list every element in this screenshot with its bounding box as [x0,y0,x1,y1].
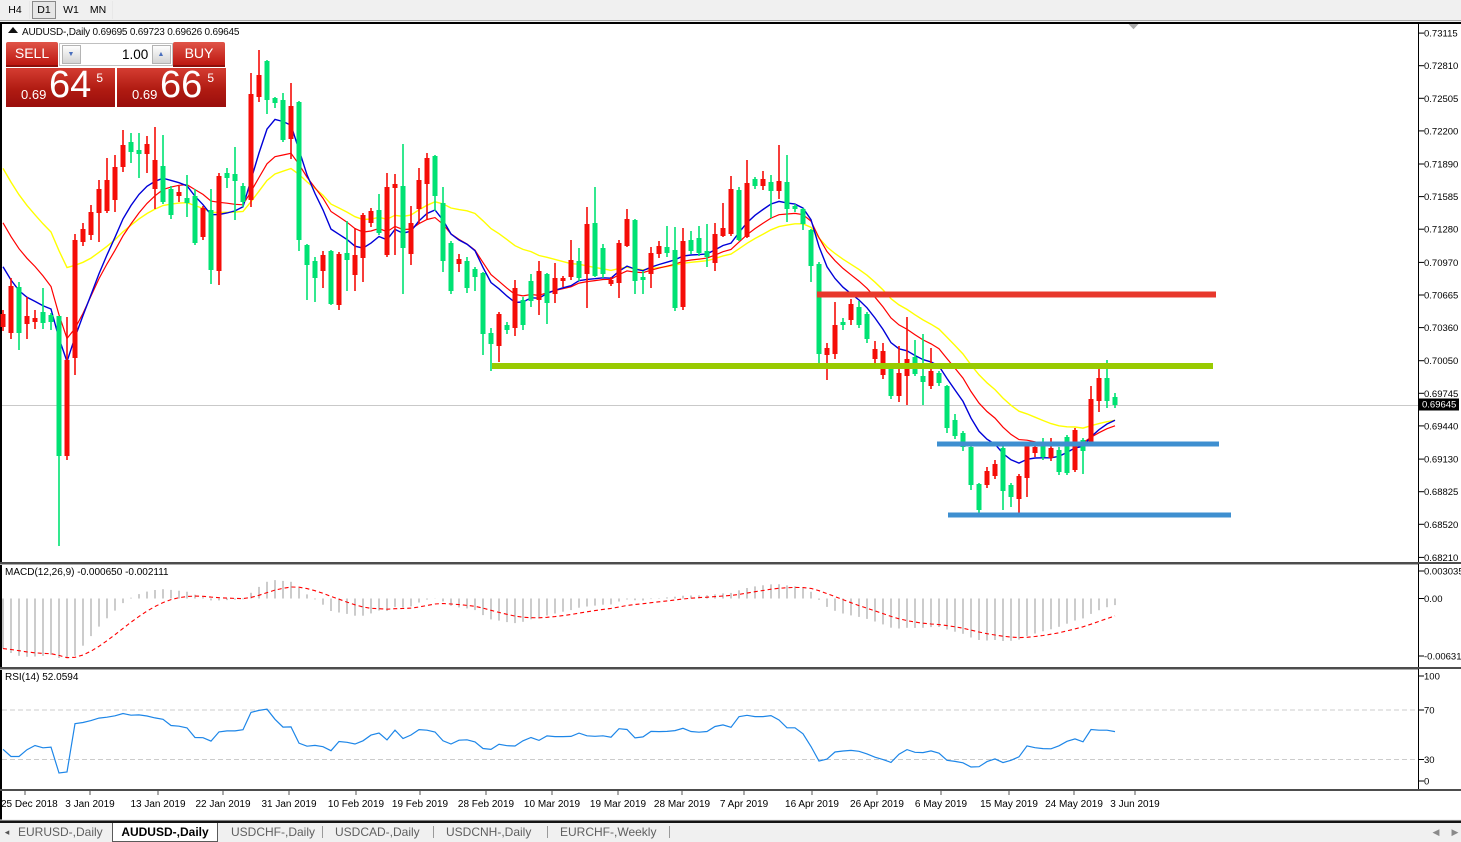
svg-text:30: 30 [1424,755,1435,766]
svg-text:RSI(14) 52.0594: RSI(14) 52.0594 [5,672,79,683]
svg-text:0.00: 0.00 [1424,594,1443,605]
svg-text:0.70360: 0.70360 [1424,323,1458,334]
svg-text:-0.006311: -0.006311 [1424,652,1461,663]
svg-text:25 Dec 2018: 25 Dec 2018 [1,799,58,810]
svg-text:0.69130: 0.69130 [1424,455,1458,466]
svg-text:0.72505: 0.72505 [1424,94,1458,105]
svg-text:28 Feb 2019: 28 Feb 2019 [458,799,515,810]
svg-text:0.69745: 0.69745 [1424,389,1458,400]
svg-text:22 Jan 2019: 22 Jan 2019 [195,799,250,810]
svg-text:31 Jan 2019: 31 Jan 2019 [261,799,316,810]
svg-text:10 Feb 2019: 10 Feb 2019 [328,799,385,810]
svg-text:6 May 2019: 6 May 2019 [915,799,968,810]
svg-text:0.69440: 0.69440 [1424,421,1458,432]
svg-text:28 Mar 2019: 28 Mar 2019 [654,799,711,810]
svg-text:0.71280: 0.71280 [1424,225,1458,236]
svg-text:0.71890: 0.71890 [1424,160,1458,171]
svg-text:100: 100 [1424,672,1440,683]
svg-text:0.70050: 0.70050 [1424,356,1458,367]
svg-text:16 Apr 2019: 16 Apr 2019 [785,799,839,810]
svg-text:0.68520: 0.68520 [1424,520,1458,531]
svg-text:0.72200: 0.72200 [1424,126,1458,137]
svg-text:0.70665: 0.70665 [1424,291,1458,302]
svg-text:13 Jan 2019: 13 Jan 2019 [130,799,185,810]
svg-text:0.69645: 0.69645 [1422,400,1456,411]
svg-text:24 May 2019: 24 May 2019 [1045,799,1103,810]
svg-text:0.68210: 0.68210 [1424,553,1458,564]
svg-text:0.73115: 0.73115 [1424,29,1458,40]
svg-text:7 Apr 2019: 7 Apr 2019 [720,799,769,810]
svg-text:0.71585: 0.71585 [1424,192,1458,203]
svg-text:3 Jan 2019: 3 Jan 2019 [65,799,115,810]
svg-text:0.003035: 0.003035 [1424,567,1461,578]
svg-text:AUDUSD-,Daily 0.69695 0.69723: AUDUSD-,Daily 0.69695 0.69723 0.69626 0.… [22,27,240,38]
svg-text:3 Jun 2019: 3 Jun 2019 [1110,799,1160,810]
svg-text:15 May 2019: 15 May 2019 [980,799,1038,810]
svg-text:19 Mar 2019: 19 Mar 2019 [590,799,647,810]
svg-text:MACD(12,26,9) -0.000650 -0.002: MACD(12,26,9) -0.000650 -0.002111 [5,567,169,578]
svg-text:0.68825: 0.68825 [1424,487,1458,498]
svg-text:26 Apr 2019: 26 Apr 2019 [850,799,904,810]
svg-text:0.70970: 0.70970 [1424,258,1458,269]
svg-text:70: 70 [1424,706,1435,717]
svg-text:10 Mar 2019: 10 Mar 2019 [524,799,581,810]
svg-text:0.72810: 0.72810 [1424,61,1458,72]
svg-text:0: 0 [1424,777,1429,788]
svg-text:19 Feb 2019: 19 Feb 2019 [392,799,449,810]
